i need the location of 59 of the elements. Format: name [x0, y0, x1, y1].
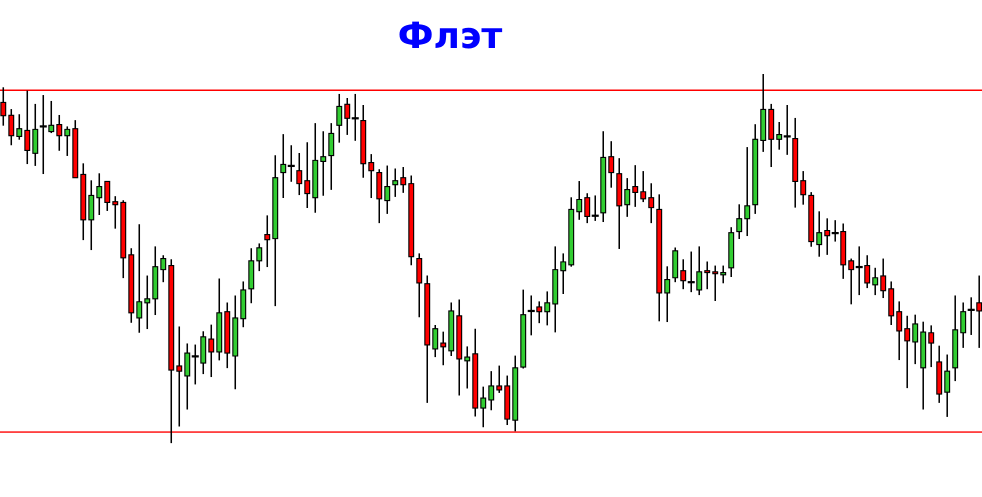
- candlestick: [544, 290, 550, 326]
- candlestick: [104, 180, 110, 212]
- candlestick: [664, 266, 670, 323]
- candlestick: [624, 177, 630, 218]
- candlestick: [368, 153, 374, 199]
- candlestick: [184, 342, 190, 410]
- candlestick: [144, 274, 150, 330]
- candlestick: [536, 300, 542, 324]
- candlestick: [16, 113, 22, 140]
- candlestick: [632, 164, 638, 208]
- candlestick: [432, 324, 438, 358]
- candlestick: [56, 114, 62, 152]
- candlestick: [872, 267, 878, 296]
- candlestick: [136, 223, 142, 334]
- candlestick: [576, 180, 582, 221]
- candlestick: [384, 164, 390, 215]
- candlestick: [32, 103, 38, 167]
- candlestick: [928, 324, 934, 368]
- candlestick: [896, 300, 902, 361]
- candlestick: [440, 330, 446, 366]
- candlestick: [176, 326, 182, 428]
- candlestick: [880, 258, 886, 299]
- candlestick: [400, 166, 406, 194]
- candlestick: [560, 252, 566, 295]
- candlestick: [640, 170, 646, 203]
- candlestick: [496, 364, 502, 394]
- candlestick: [296, 152, 302, 196]
- candlestick: [912, 314, 918, 365]
- candlestick: [864, 254, 870, 289]
- candlestick: [648, 182, 654, 224]
- candlestick: [960, 302, 966, 349]
- candlestick: [464, 346, 470, 390]
- candlestick: [480, 386, 486, 428]
- candlestick: [904, 315, 910, 389]
- candlestick: [320, 130, 326, 197]
- chart-title: Флэт: [400, 22, 502, 48]
- candlestick: [336, 93, 342, 144]
- candlestick: [744, 146, 750, 237]
- candlestick: [256, 242, 262, 272]
- candlestick: [800, 170, 806, 206]
- candlestick: [112, 195, 118, 230]
- candlestick: [64, 126, 70, 157]
- candlestick: [304, 142, 310, 209]
- candlestick: [328, 122, 334, 191]
- candlestick: [392, 168, 398, 198]
- candlestick: [8, 108, 14, 146]
- candlestick: [160, 254, 166, 283]
- candlestick: [816, 210, 822, 258]
- candlestick: [488, 370, 494, 412]
- candlestick: [264, 214, 270, 268]
- candlestick: [704, 260, 710, 290]
- candlestick: [944, 354, 950, 418]
- candlestick: [608, 140, 614, 188]
- candlestick: [208, 324, 214, 378]
- candlestick: [528, 294, 535, 336]
- candlestick: [736, 204, 742, 240]
- candlestick: [696, 246, 702, 296]
- candlestick: [96, 172, 102, 216]
- candlestick: [720, 264, 726, 284]
